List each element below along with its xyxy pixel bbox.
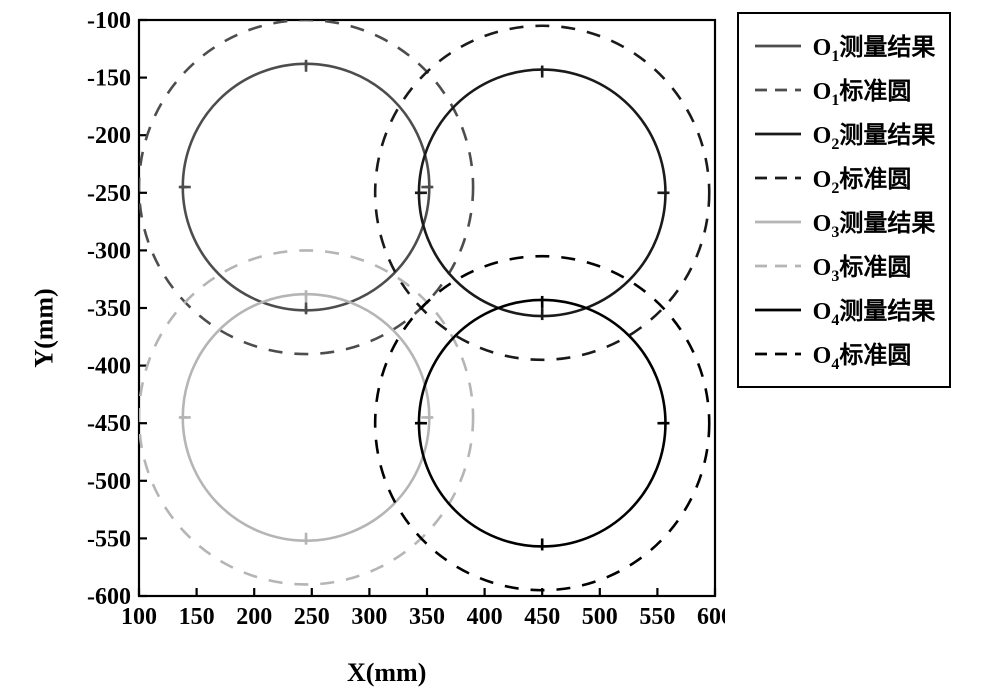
legend-swatch — [753, 256, 803, 276]
legend-label: O4标准圆 — [813, 335, 912, 374]
figure: 100150200250300350400450500550600-600-55… — [49, 10, 952, 646]
legend-label: O3测量结果 — [813, 203, 936, 242]
legend: O1测量结果 O1标准圆 O2测量结果 O2标准圆 O3测量结果 O3标准圆 O4测量结果 O… — [737, 12, 952, 388]
legend-swatch — [753, 300, 803, 320]
y-tick-label: -500 — [87, 469, 131, 495]
y-tick-label: -600 — [87, 584, 131, 610]
y-tick-label: -350 — [87, 296, 131, 322]
legend-swatch — [753, 168, 803, 188]
x-tick-label: 400 — [466, 604, 502, 630]
x-tick-label: 500 — [581, 604, 617, 630]
legend-swatch — [753, 80, 803, 100]
legend-label: O2标准圆 — [813, 159, 912, 198]
x-tick-label: 150 — [178, 604, 214, 630]
y-tick-label: -450 — [87, 411, 131, 437]
y-tick-label: -100 — [87, 10, 131, 34]
legend-label: O4测量结果 — [813, 291, 936, 330]
y-tick-label: -400 — [87, 354, 131, 380]
legend-entry: O4测量结果 — [753, 288, 936, 332]
legend-entry: O1测量结果 — [753, 24, 936, 68]
x-tick-label: 200 — [236, 604, 272, 630]
legend-label: O1测量结果 — [813, 27, 936, 66]
legend-entry: O2标准圆 — [753, 156, 936, 200]
x-tick-label: 450 — [524, 604, 560, 630]
legend-label: O1标准圆 — [813, 71, 912, 110]
legend-swatch — [753, 124, 803, 144]
legend-swatch — [753, 344, 803, 364]
y-axis-label: Y(mm) — [29, 288, 59, 367]
legend-swatch — [753, 36, 803, 56]
legend-label: O3标准圆 — [813, 247, 912, 286]
x-tick-label: 250 — [293, 604, 329, 630]
legend-entry: O3测量结果 — [753, 200, 936, 244]
legend-entry: O3标准圆 — [753, 244, 936, 288]
y-tick-label: -200 — [87, 123, 131, 149]
legend-entry: O1标准圆 — [753, 68, 936, 112]
legend-label: O2测量结果 — [813, 115, 936, 154]
y-tick-label: -300 — [87, 238, 131, 264]
legend-entry: O2测量结果 — [753, 112, 936, 156]
x-tick-label: 300 — [351, 604, 387, 630]
x-tick-label: 550 — [639, 604, 675, 630]
y-tick-label: -250 — [87, 181, 131, 207]
y-tick-label: -550 — [87, 526, 131, 552]
legend-entry: O4标准圆 — [753, 332, 936, 376]
x-tick-label: 350 — [409, 604, 445, 630]
plot-svg: 100150200250300350400450500550600-600-55… — [49, 10, 725, 646]
x-tick-label: 600 — [697, 604, 725, 630]
legend-swatch — [753, 212, 803, 232]
chart-area: 100150200250300350400450500550600-600-55… — [49, 10, 725, 646]
y-tick-label: -150 — [87, 66, 131, 92]
